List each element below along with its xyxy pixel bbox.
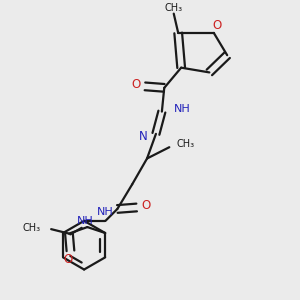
Text: NH: NH [97,207,114,217]
Text: O: O [212,19,221,32]
Text: NH: NH [76,215,93,226]
Text: O: O [131,78,141,92]
Text: O: O [141,200,150,212]
Text: CH₃: CH₃ [22,223,41,233]
Text: NH: NH [174,104,191,114]
Text: O: O [64,253,73,266]
Text: N: N [139,130,148,143]
Text: CH₃: CH₃ [165,3,183,13]
Text: CH₃: CH₃ [177,139,195,149]
